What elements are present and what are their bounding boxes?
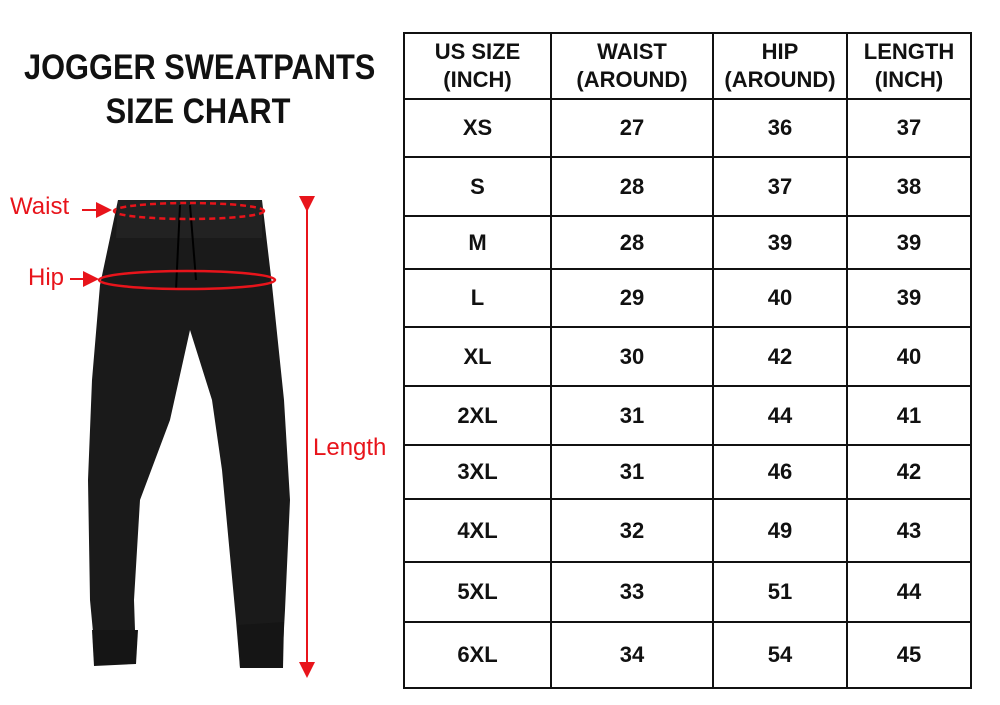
title-line-2-text: SIZE CHART bbox=[105, 92, 291, 131]
column-header: LENGTH (INCH) bbox=[846, 32, 972, 100]
table-cell: 27 bbox=[550, 98, 714, 158]
column-header: WAIST (AROUND) bbox=[550, 32, 714, 100]
table-cell: 28 bbox=[550, 215, 714, 270]
table-cell: 5XL bbox=[403, 561, 552, 623]
pants-illustration bbox=[70, 196, 315, 678]
table-cell: XL bbox=[403, 326, 552, 387]
table-cell: 42 bbox=[846, 444, 972, 500]
table-cell: 46 bbox=[712, 444, 848, 500]
table-cell: 31 bbox=[550, 444, 714, 500]
table-cell: 2XL bbox=[403, 385, 552, 446]
table-cell: 39 bbox=[846, 215, 972, 270]
table-row: 6XL 34 54 45 bbox=[403, 621, 972, 689]
table-cell: 38 bbox=[846, 156, 972, 217]
table-row: 5XL 33 51 44 bbox=[403, 561, 972, 623]
table-cell: 33 bbox=[550, 561, 714, 623]
length-label: Length bbox=[313, 434, 387, 461]
table-cell: 36 bbox=[712, 98, 848, 158]
table-cell: 44 bbox=[712, 385, 848, 446]
table-cell: 4XL bbox=[403, 498, 552, 563]
table-cell: 37 bbox=[846, 98, 972, 158]
table-cell: 39 bbox=[846, 268, 972, 328]
header-line: (INCH) bbox=[874, 67, 944, 92]
column-header: HIP (AROUND) bbox=[712, 32, 848, 100]
table-cell: 40 bbox=[712, 268, 848, 328]
table-cell: M bbox=[403, 215, 552, 270]
pants-shape bbox=[88, 200, 290, 668]
header-line: US SIZE bbox=[434, 39, 521, 64]
table-cell: 31 bbox=[550, 385, 714, 446]
table-row: 2XL 31 44 41 bbox=[403, 385, 972, 446]
table-cell: 49 bbox=[712, 498, 848, 563]
title-line-2: SIZE CHART bbox=[0, 92, 396, 132]
table-cell: 28 bbox=[550, 156, 714, 217]
column-header: US SIZE (INCH) bbox=[403, 32, 552, 100]
title-line-1: JOGGER SWEATPANTS bbox=[0, 48, 396, 88]
table-cell: 44 bbox=[846, 561, 972, 623]
table-cell: 6XL bbox=[403, 621, 552, 689]
header-line: (AROUND) bbox=[724, 67, 836, 92]
table-cell: 34 bbox=[550, 621, 714, 689]
table-cell: 45 bbox=[846, 621, 972, 689]
header-line: (INCH) bbox=[443, 67, 512, 92]
table-cell: S bbox=[403, 156, 552, 217]
table-row: M 28 39 39 bbox=[403, 215, 972, 270]
table-row: 3XL 31 46 42 bbox=[403, 444, 972, 500]
table-cell: 42 bbox=[712, 326, 848, 387]
table-cell: 54 bbox=[712, 621, 848, 689]
header-row: US SIZE (INCH) WAIST (AROUND) HIP (AROUND) LEN… bbox=[403, 32, 972, 100]
waist-marker bbox=[112, 201, 266, 221]
hip-marker bbox=[97, 269, 277, 291]
hip-label: Hip bbox=[28, 264, 65, 291]
table-row: XS 27 36 37 bbox=[403, 98, 972, 158]
size-table: US SIZE (INCH) WAIST (AROUND) HIP (AROUND) LEN… bbox=[403, 32, 972, 689]
table-row: S 28 37 38 bbox=[403, 156, 972, 217]
header-line: HIP bbox=[761, 39, 799, 64]
table-cell: L bbox=[403, 268, 552, 328]
table-row: 4XL 32 49 43 bbox=[403, 498, 972, 563]
table-cell: 40 bbox=[846, 326, 972, 387]
table-cell: XS bbox=[403, 98, 552, 158]
table-cell: 51 bbox=[712, 561, 848, 623]
header-line: (AROUND) bbox=[576, 67, 688, 92]
table-cell: 30 bbox=[550, 326, 714, 387]
title-line-1-text: JOGGER SWEATPANTS bbox=[23, 48, 376, 87]
waist-label: Waist bbox=[10, 193, 70, 220]
header-line: WAIST bbox=[597, 39, 667, 64]
table-cell: 37 bbox=[712, 156, 848, 217]
table-cell: 39 bbox=[712, 215, 848, 270]
table-cell: 29 bbox=[550, 268, 714, 328]
table-row: XL 30 42 40 bbox=[403, 326, 972, 387]
header-line: LENGTH bbox=[863, 39, 955, 64]
table-cell: 3XL bbox=[403, 444, 552, 500]
table-cell: 43 bbox=[846, 498, 972, 563]
table-row: L 29 40 39 bbox=[403, 268, 972, 328]
table-cell: 32 bbox=[550, 498, 714, 563]
table-cell: 41 bbox=[846, 385, 972, 446]
